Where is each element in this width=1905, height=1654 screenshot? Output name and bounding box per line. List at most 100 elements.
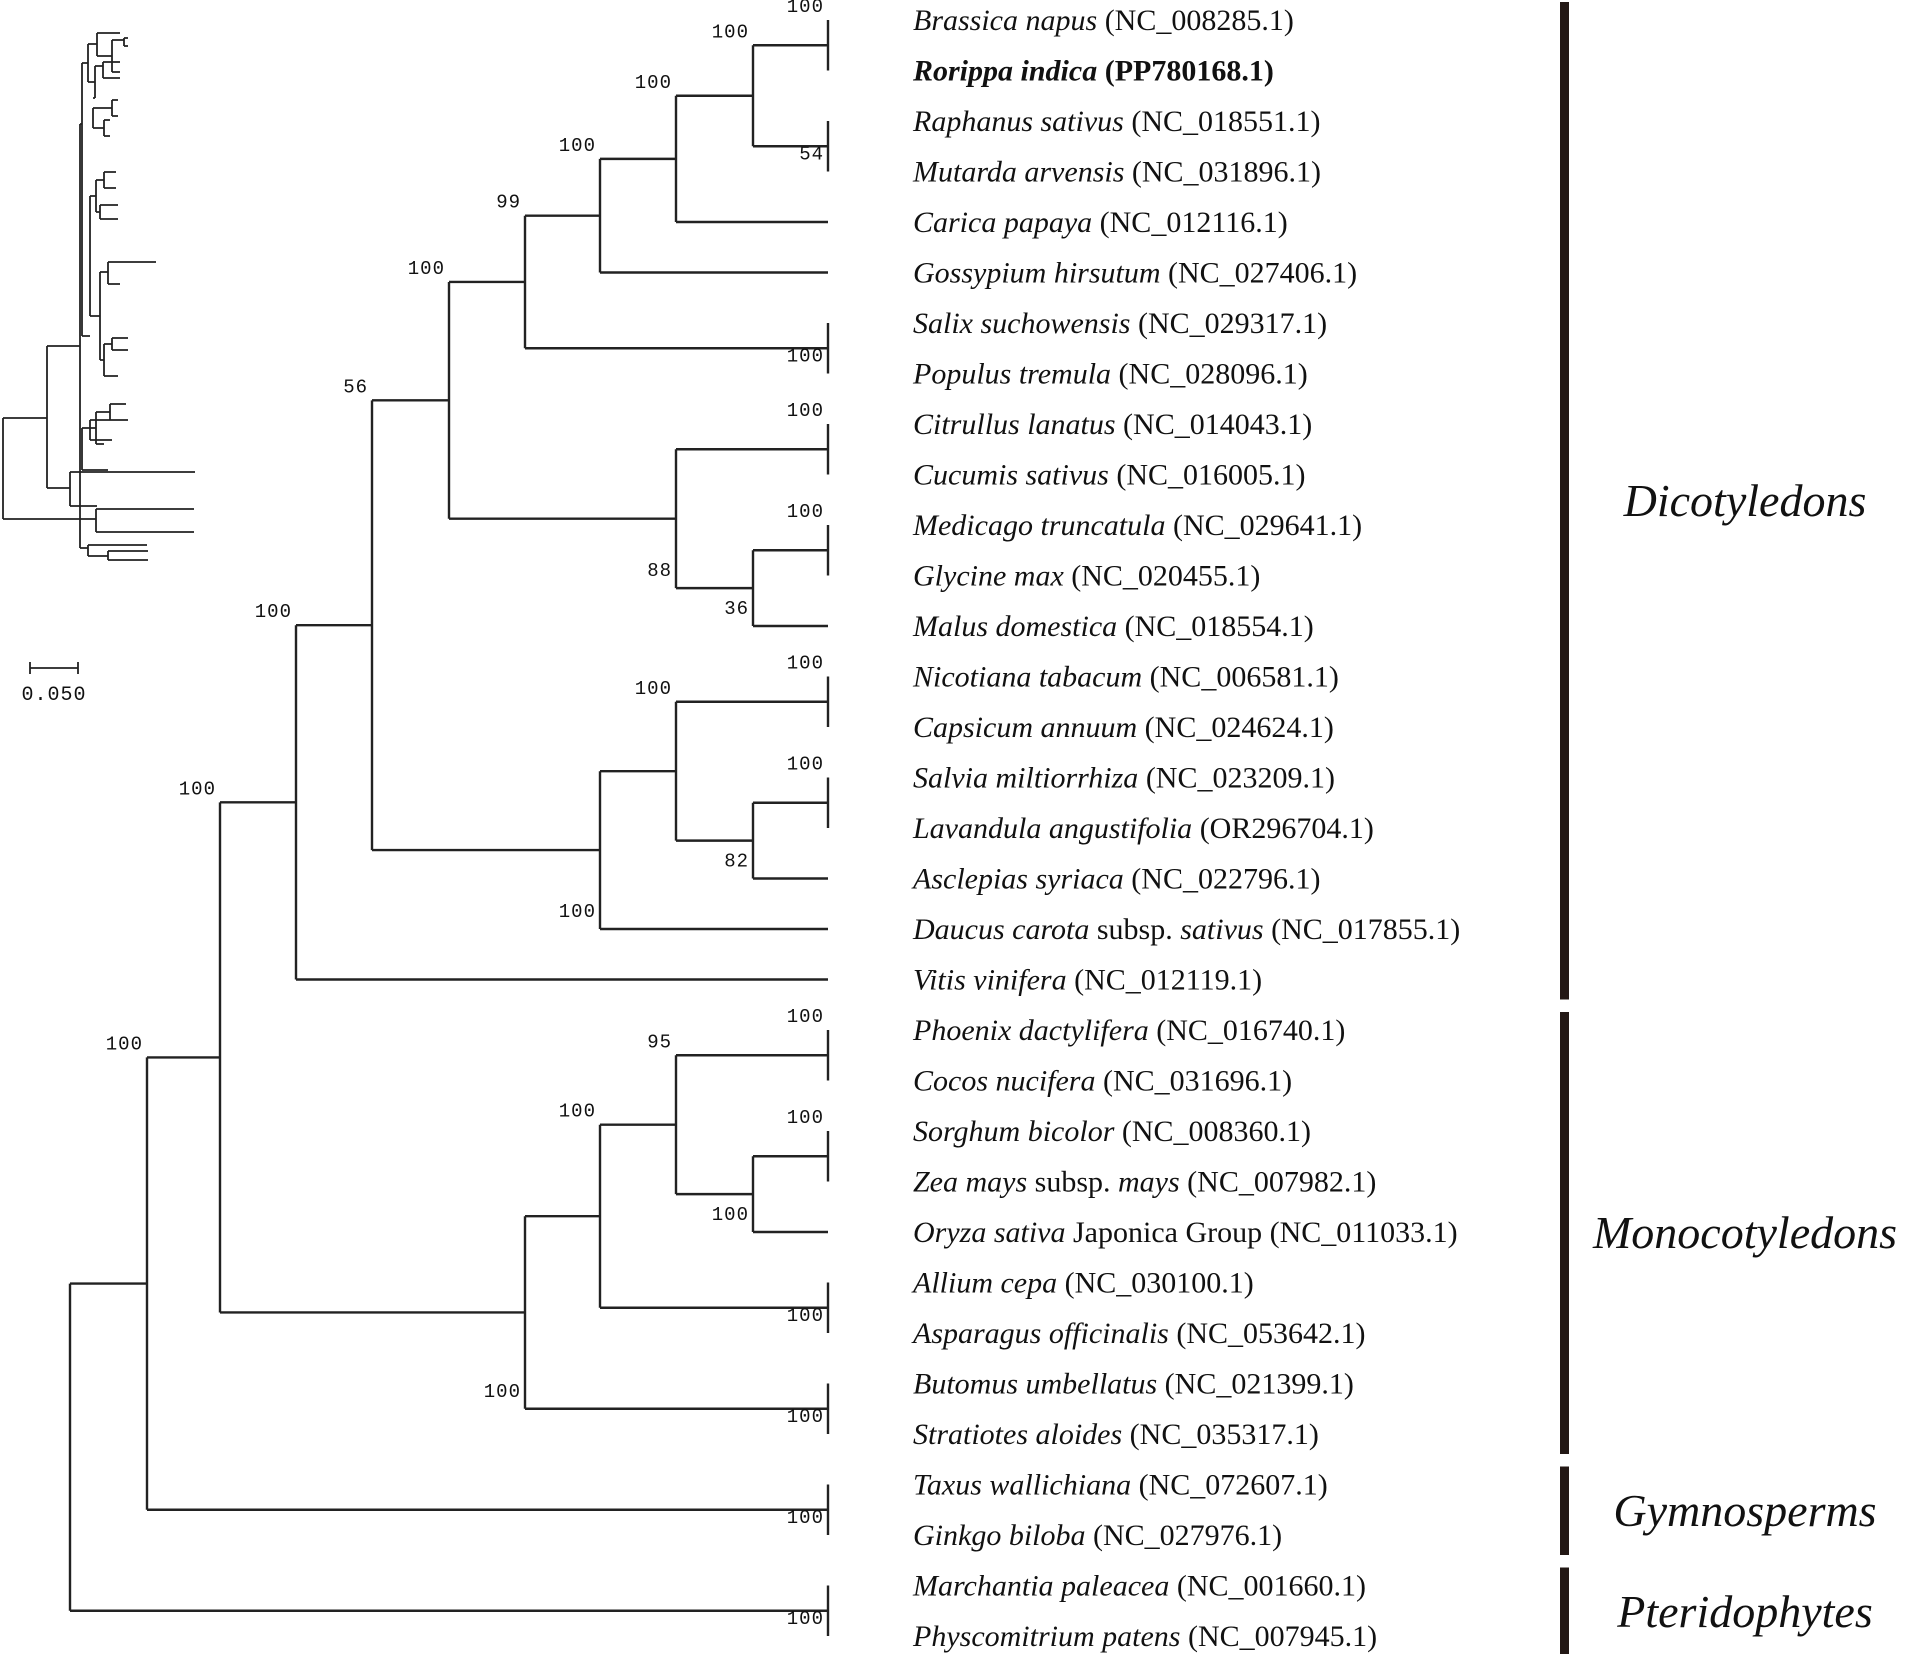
taxon-label: Ginkgo biloba (NC_027976.1): [913, 1519, 1282, 1552]
accession: (NC_022796.1): [1124, 863, 1321, 896]
inset-tree: [2, 32, 195, 561]
species-name: Taxus wallichiana: [913, 1469, 1131, 1502]
accession: (NC_029317.1): [1131, 307, 1328, 340]
taxon-label: Asclepias syriaca (NC_022796.1): [911, 863, 1320, 896]
taxon-label: Raphanus sativus (NC_018551.1): [912, 105, 1321, 138]
bootstrap-value: 100: [635, 72, 672, 94]
species-name: Sorghum bicolor: [913, 1115, 1115, 1148]
species-name: Cocos nucifera: [913, 1065, 1095, 1098]
bootstrap-value: 100: [787, 1305, 824, 1327]
species-name: Physcomitrium patens: [912, 1620, 1180, 1653]
taxon-label: Butomus umbellatus (NC_021399.1): [913, 1368, 1354, 1401]
bootstrap-value: 100: [787, 1507, 824, 1529]
bootstrap-value: 100: [484, 1381, 521, 1403]
bootstrap-value: 100: [559, 901, 596, 923]
accession: (NC_012119.1): [1067, 964, 1263, 997]
taxon-label: Malus domestica (NC_018554.1): [912, 610, 1314, 643]
species-name: Mutarda arvensis: [912, 156, 1124, 189]
taxon-label: Medicago truncatula (NC_029641.1): [912, 509, 1362, 542]
accession: (NC_007982.1): [1180, 1166, 1377, 1199]
taxon-label: Brassica napus (NC_008285.1): [913, 4, 1294, 37]
bootstrap-value: 100: [787, 1406, 824, 1428]
bootstrap-value: 100: [408, 258, 445, 280]
bootstrap-value: 100: [787, 1006, 824, 1028]
species-name: Phoenix dactylifera: [912, 1014, 1149, 1047]
taxon-label: Phoenix dactylifera (NC_016740.1): [912, 1014, 1345, 1047]
accession: (NC_018554.1): [1117, 610, 1314, 643]
accession: (NC_027976.1): [1086, 1519, 1283, 1552]
accession: (PP780168.1): [1097, 55, 1274, 88]
accession: (NC_007945.1): [1180, 1620, 1377, 1653]
bootstrap-value: 54: [799, 144, 824, 166]
species-name: Salix suchowensis: [913, 307, 1131, 340]
species-name: Ginkgo biloba: [913, 1519, 1086, 1552]
taxon-label: Cucumis sativus (NC_016005.1): [913, 459, 1306, 492]
accession: (NC_017855.1): [1264, 913, 1461, 946]
phylogram-inset: 0.050: [2, 32, 195, 707]
bootstrap-value: 100: [106, 1033, 143, 1055]
bootstrap-labels: 100 54 100 100 100 100 99 100 100 36 88 100 100 100 82…: [106, 0, 824, 1630]
bootstrap-value: 88: [647, 560, 672, 582]
bootstrap-value: 100: [787, 1107, 824, 1129]
species-name: Nicotiana tabacum: [912, 661, 1142, 694]
species-name: Populus tremula: [912, 358, 1111, 391]
accession: (NC_027406.1): [1161, 257, 1358, 290]
taxon-label: Gossypium hirsutum (NC_027406.1): [913, 257, 1357, 290]
bootstrap-value: 100: [787, 754, 824, 776]
group-bar: [1560, 1466, 1569, 1555]
taxon-label: Salix suchowensis (NC_029317.1): [913, 307, 1327, 340]
accession: (NC_011033.1): [1262, 1216, 1458, 1249]
accession: (NC_020455.1): [1064, 560, 1261, 593]
taxon-label: Vitis vinifera (NC_012119.1): [913, 964, 1262, 997]
taxon-label: Glycine max (NC_020455.1): [913, 560, 1260, 593]
taxon-label: Populus tremula (NC_028096.1): [912, 358, 1308, 391]
tree-branches: [68, 20, 830, 1636]
species-name: Zea mays: [913, 1166, 1027, 1199]
taxon-label: Oryza sativa Japonica Group (NC_011033.1…: [913, 1216, 1458, 1249]
accession: (NC_006581.1): [1142, 661, 1339, 694]
accession: (NC_018551.1): [1124, 105, 1321, 138]
scale-bar-label: 0.050: [21, 684, 86, 707]
taxon-label: Marchantia paleacea (NC_001660.1): [912, 1570, 1366, 1603]
bootstrap-value: 100: [255, 601, 292, 623]
accession: (NC_053642.1): [1169, 1317, 1366, 1350]
species-name: Vitis vinifera: [913, 964, 1067, 997]
group-label: Dicotyledons: [1623, 475, 1867, 526]
taxon-label: Capsicum annuum (NC_024624.1): [913, 711, 1334, 744]
group-label: Gymnosperms: [1613, 1485, 1876, 1536]
taxon-label: Daucus carota subsp. sativus (NC_017855.…: [912, 913, 1460, 946]
taxon-label: Allium cepa (NC_030100.1): [911, 1267, 1254, 1300]
species-name: Salvia miltiorrhiza: [913, 762, 1138, 795]
taxon-label: Sorghum bicolor (NC_008360.1): [913, 1115, 1311, 1148]
bootstrap-value: 100: [787, 501, 824, 523]
taxon-label: Zea mays subsp. mays (NC_007982.1): [913, 1166, 1376, 1199]
infra-rank: subsp.: [1027, 1166, 1110, 1199]
group-bar: [1560, 1012, 1569, 1454]
species-name: Asclepias syriaca: [911, 863, 1124, 896]
accession: (NC_031696.1): [1095, 1065, 1292, 1098]
bootstrap-value: 82: [724, 851, 749, 873]
bootstrap-value: 100: [179, 778, 216, 800]
infra-name: mays: [1111, 1166, 1180, 1199]
infra-rank: Japonica Group: [1066, 1216, 1263, 1249]
group-bars: Dicotyledons Monocotyledons Gymnosperms Pte…: [1560, 2, 1897, 1654]
accession: (NC_008285.1): [1097, 4, 1294, 37]
taxon-label: Lavandula angustifolia (OR296704.1): [912, 812, 1374, 845]
taxon-label: Cocos nucifera (NC_031696.1): [913, 1065, 1292, 1098]
bootstrap-value: 100: [787, 1608, 824, 1630]
accession: (NC_014043.1): [1116, 408, 1313, 441]
bootstrap-value: 100: [635, 678, 672, 700]
species-name: Medicago truncatula: [912, 509, 1165, 542]
taxon-label: Asparagus officinalis (NC_053642.1): [911, 1317, 1366, 1350]
bootstrap-value: 100: [787, 653, 824, 675]
accession: (NC_035317.1): [1122, 1418, 1319, 1451]
bootstrap-value: 100: [787, 0, 824, 18]
accession: (NC_008360.1): [1114, 1115, 1311, 1148]
species-name: Carica papaya: [913, 206, 1092, 239]
species-name: Cucumis sativus: [913, 459, 1109, 492]
accession: (NC_024624.1): [1137, 711, 1334, 744]
species-name: Marchantia paleacea: [912, 1570, 1169, 1603]
taxon-label: Stratiotes aloides (NC_035317.1): [913, 1418, 1319, 1451]
species-name: Stratiotes aloides: [913, 1418, 1122, 1451]
taxon-label: Physcomitrium patens (NC_007945.1): [912, 1620, 1377, 1653]
